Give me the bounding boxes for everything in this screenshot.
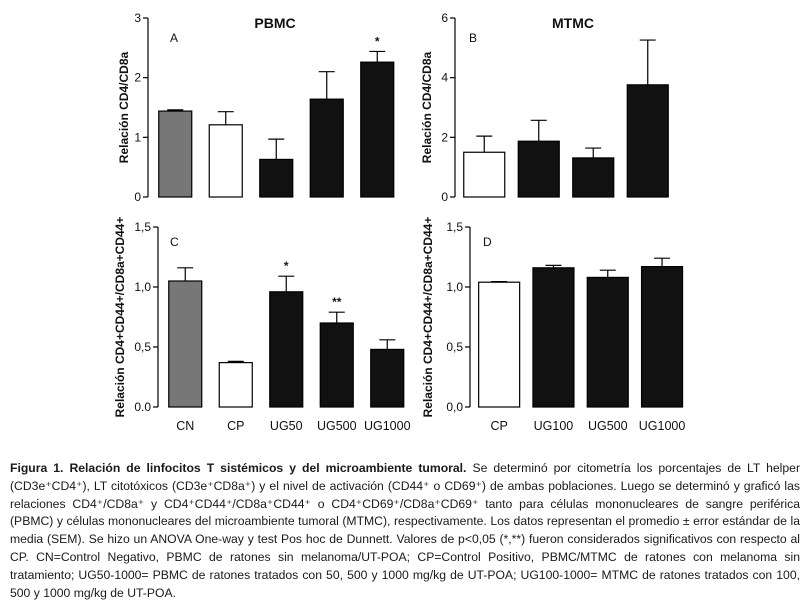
bar [478,281,521,408]
panel-letter: D [483,235,492,249]
bar [517,140,560,198]
figure-charts: 0 1 2 3 Relación CD4/CD8a PBMC A * 0 2 4 6 Relación … [113,11,685,433]
bar [370,348,405,408]
significance-marker: * [375,34,380,48]
bar [168,280,203,408]
bar [319,322,354,408]
y-axis-label: Relación CD4/CD8a [420,51,434,163]
bar [208,124,243,198]
bar [269,291,304,408]
y-axis-label: Relación CD4/CD8a [117,51,131,163]
bar [360,61,395,198]
y-tick-label: 0 [134,190,141,204]
bar [218,362,253,408]
panel-letter: C [170,235,179,249]
chart-panel-a: 0 1 2 3 Relación CD4/CD8a PBMC A * [117,11,395,204]
y-axis-label: Relación CD4+CD44+/CD8a+CD44+ [421,217,435,418]
x-tick-label: UG1000 [364,419,411,433]
x-tick-label: UG100 [534,419,574,433]
y-tick-label: 1,5 [134,220,151,234]
x-tick-label: CP [227,419,244,433]
y-tick-label: 6 [441,11,448,25]
x-tick-label: UG500 [317,419,357,433]
bar [463,151,506,198]
bar [259,158,294,198]
x-tick-label: UG500 [588,419,628,433]
y-tick-label: 0,5 [134,340,151,354]
caption-body: Se determinó por citometría los porcenta… [10,461,801,600]
bar [532,267,575,408]
y-tick-label: 1,0 [134,280,151,294]
x-tick-label: CP [490,419,507,433]
caption-title: Relación de linfocitos T sistémicos y de… [63,461,467,475]
y-axis-label: Relación CD4+CD44+/CD8a+CD44+ [113,217,127,418]
x-tick-label: CN [176,419,194,433]
caption-label: Figura 1. [10,461,64,475]
panel-letter: B [469,31,477,45]
bar [626,84,669,198]
chart-panel-b: 0 2 4 6 Relación CD4/CD8a MTMC B [420,11,669,204]
chart-title: PBMC [254,15,295,31]
y-tick-label: 4 [441,71,448,85]
y-tick-label: 0,0 [446,400,463,414]
bar [586,276,629,408]
y-tick-label: 1,5 [446,220,463,234]
bar [158,110,193,198]
bar [640,266,684,408]
bar [309,98,344,198]
chart-title: MTMC [552,15,594,31]
figure-caption: Figura 1. Relación de linfocitos T sisté… [10,460,800,602]
y-tick-label: 1,0 [446,280,463,294]
y-tick-label: 2 [134,71,141,85]
y-tick-label: 0,5 [446,340,463,354]
y-tick-label: 3 [134,11,141,25]
significance-marker: ** [332,295,342,309]
y-tick-label: 0 [441,190,448,204]
significance-marker: * [284,259,289,273]
y-tick-label: 0.0 [134,400,151,414]
y-tick-label: 2 [441,130,448,144]
chart-panel-d: 0,0 0,5 1,0 1,5 Relación CD4+CD44+/CD8a+CD44… [421,217,685,433]
y-tick-label: 1 [134,130,141,144]
bar [572,157,615,198]
x-tick-label: UG50 [270,419,303,433]
panel-letter: A [170,31,178,45]
x-tick-label: UG1000 [639,419,686,433]
chart-panel-c: 0.0 0,5 1,0 1,5 Relación CD4+CD44+/CD8a+CD44… [113,217,411,433]
